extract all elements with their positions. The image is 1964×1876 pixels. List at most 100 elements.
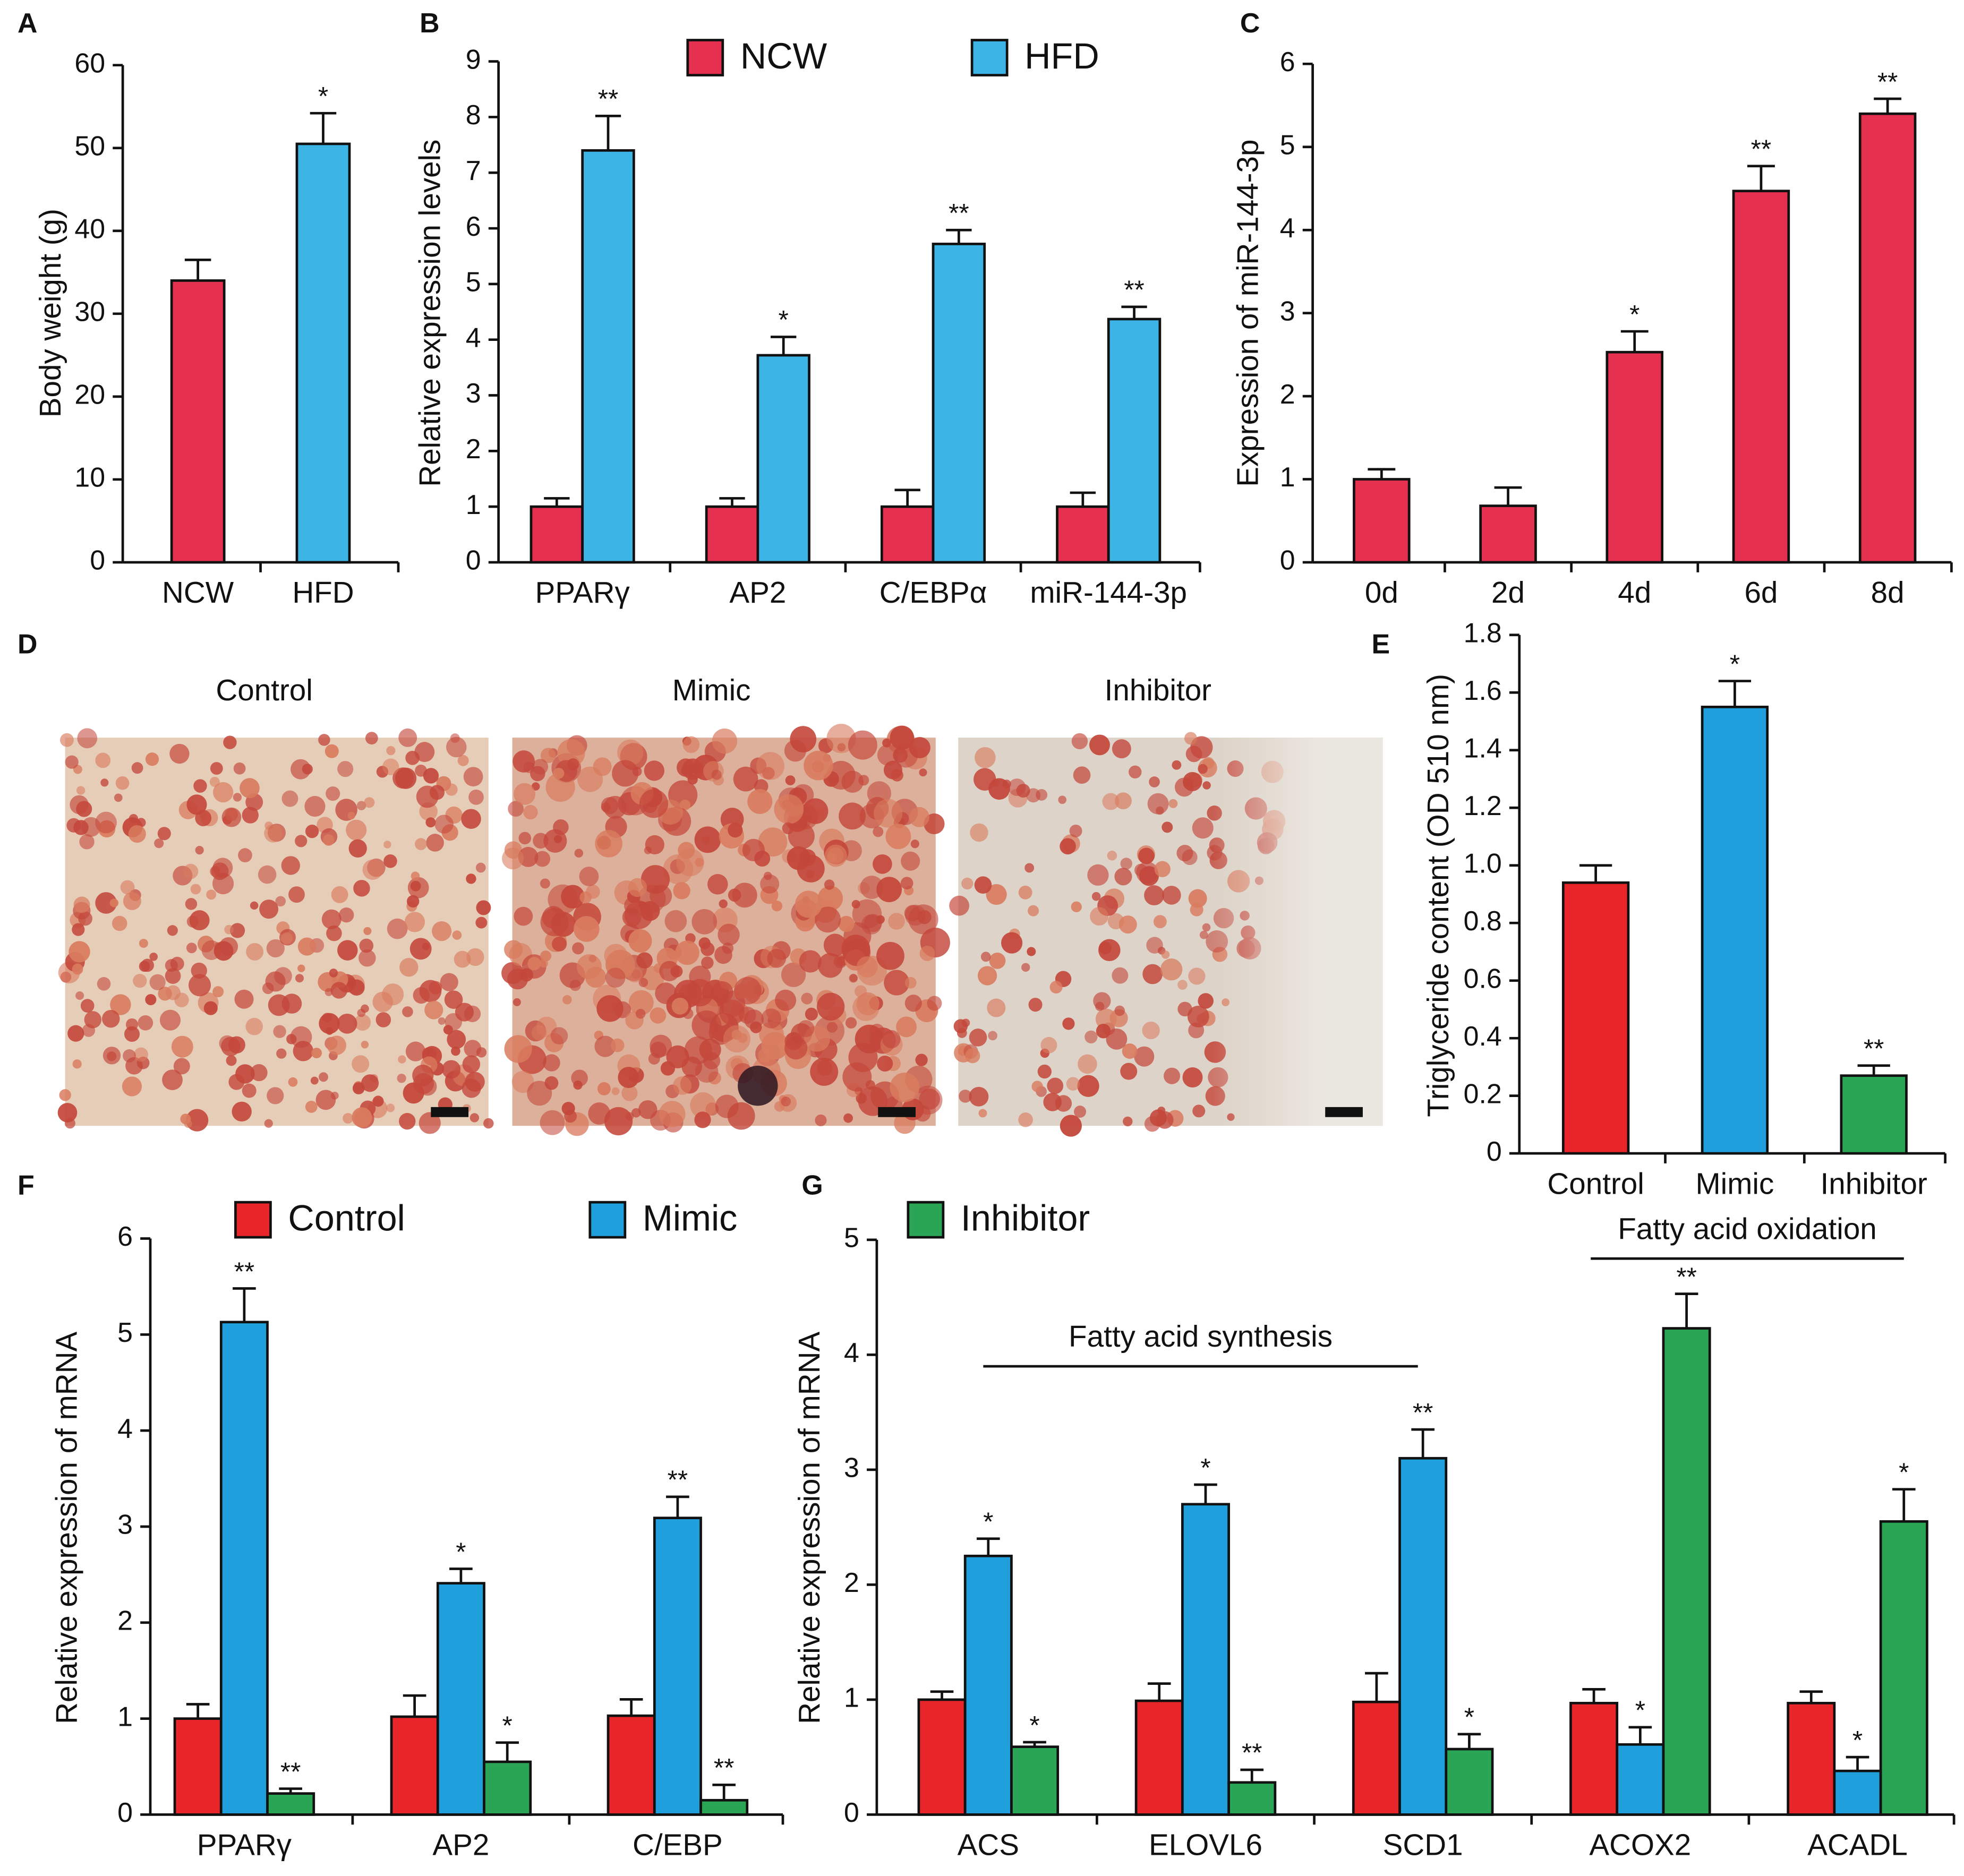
lipid-droplet <box>183 863 199 879</box>
bar <box>1227 1781 1277 1816</box>
lipid-droplet <box>856 956 878 978</box>
lipid-droplet <box>213 782 234 803</box>
lipid-droplet <box>891 769 903 782</box>
lipid-droplet <box>877 744 899 766</box>
lipid-droplet <box>919 946 935 961</box>
lipid-droplet <box>171 1035 193 1058</box>
lipid-droplet <box>76 801 92 817</box>
lipid-droplet <box>250 901 259 910</box>
y-tick-label: 3 <box>466 378 481 408</box>
lipid-droplet <box>337 1013 357 1034</box>
y-axis-label: Expression of miR-144-3p <box>1231 140 1265 487</box>
error-bar <box>930 1690 954 1700</box>
lipid-droplet <box>774 794 804 824</box>
error-bar <box>279 1787 302 1794</box>
lipid-droplet <box>114 793 123 802</box>
lipid-droplet <box>124 1026 140 1042</box>
lipid-droplet <box>82 1024 96 1037</box>
lipid-droplet <box>650 1007 667 1024</box>
error-bar <box>403 1694 426 1717</box>
lipid-droplet <box>59 1089 71 1101</box>
lipid-droplet <box>325 744 339 758</box>
panel-letter: F <box>18 1170 35 1201</box>
lipid-droplet <box>131 762 143 774</box>
bar <box>266 1792 315 1816</box>
lipid-droplet <box>518 832 532 845</box>
significance-mark: ** <box>598 84 619 114</box>
bar <box>170 279 226 564</box>
error-bar <box>976 1537 1000 1556</box>
significance-mark: ** <box>234 1257 255 1286</box>
lipid-droplet <box>571 1069 588 1087</box>
lipid-droplet <box>660 1061 675 1076</box>
y-tick-label: 2 <box>844 1567 859 1598</box>
lipid-droplet <box>128 825 146 843</box>
significance-mark: ** <box>1413 1398 1433 1427</box>
lipid-droplet <box>405 1041 426 1061</box>
lipid-droplet <box>540 950 551 962</box>
lipid-droplet <box>329 969 338 978</box>
y-axis-label: Relative expression of mRNA <box>792 1331 826 1724</box>
lipid-droplet <box>805 1007 818 1021</box>
y-tick-label: 9 <box>466 44 481 74</box>
lipid-droplet <box>676 848 704 877</box>
lipid-droplet <box>848 1042 878 1073</box>
lipid-droplet <box>715 1094 739 1118</box>
lipid-droplet <box>73 896 90 913</box>
error-bar <box>1240 1768 1264 1783</box>
lipid-droplet <box>542 906 565 929</box>
panel-letter: C <box>1240 7 1260 38</box>
lipid-droplet <box>462 1078 481 1098</box>
lipid-droplet <box>588 1102 611 1125</box>
significance-mark: * <box>456 1537 466 1566</box>
lipid-droplet <box>540 748 556 764</box>
error-bar <box>1411 1428 1434 1459</box>
lipid-droplet <box>839 802 866 830</box>
significance-mark: ** <box>668 1466 688 1495</box>
lipid-droplet <box>664 910 687 932</box>
lipid-droplet <box>258 865 277 884</box>
lipid-droplet <box>447 1030 466 1049</box>
bar <box>1858 112 1917 564</box>
legend-label: Control <box>288 1198 405 1239</box>
bar <box>295 142 351 564</box>
lipid-droplet <box>758 827 788 857</box>
lipid-droplet <box>438 1017 446 1025</box>
lipid-droplet <box>927 996 942 1011</box>
lipid-droplet <box>732 883 757 908</box>
lipid-droplet <box>188 974 211 997</box>
significance-mark: * <box>1635 1696 1645 1725</box>
lipid-droplet <box>605 967 626 988</box>
lipid-droplet <box>297 964 305 972</box>
scale-bar <box>431 1107 469 1117</box>
lipid-droplet <box>648 1052 660 1065</box>
bar <box>1479 504 1537 564</box>
y-tick-label: 4 <box>117 1413 133 1444</box>
lipid-droplet <box>221 807 242 827</box>
lipid-droplet <box>206 889 217 900</box>
panel-letter: E <box>1371 629 1390 659</box>
lipid-droplet <box>824 844 847 867</box>
error-bar <box>1023 1741 1046 1747</box>
y-tick-label: 30 <box>74 296 105 327</box>
lipid-droplet <box>858 775 869 786</box>
lipid-droplet <box>95 752 111 768</box>
lipid-droplet <box>627 966 643 983</box>
significance-mark: * <box>318 82 328 111</box>
group-label: Fatty acid oxidation <box>1618 1212 1877 1245</box>
lipid-droplet <box>273 1025 286 1038</box>
bar <box>653 1517 702 1816</box>
lipid-droplet <box>221 1036 241 1057</box>
lipid-droplet <box>909 736 930 759</box>
lipid-droplet <box>856 992 879 1016</box>
y-axis-label: Relative expression levels <box>413 140 447 487</box>
bar <box>1879 1520 1928 1816</box>
lipid-droplet <box>890 725 915 750</box>
lipid-droplet <box>890 1072 920 1102</box>
lipid-droplet <box>877 1055 893 1072</box>
x-tick-label: ACOX2 <box>1589 1828 1691 1862</box>
lipid-droplet <box>787 846 811 870</box>
x-tick-label: 8d <box>1871 576 1905 609</box>
legend-label: Mimic <box>643 1198 737 1239</box>
y-tick-label: 4 <box>1280 212 1295 243</box>
